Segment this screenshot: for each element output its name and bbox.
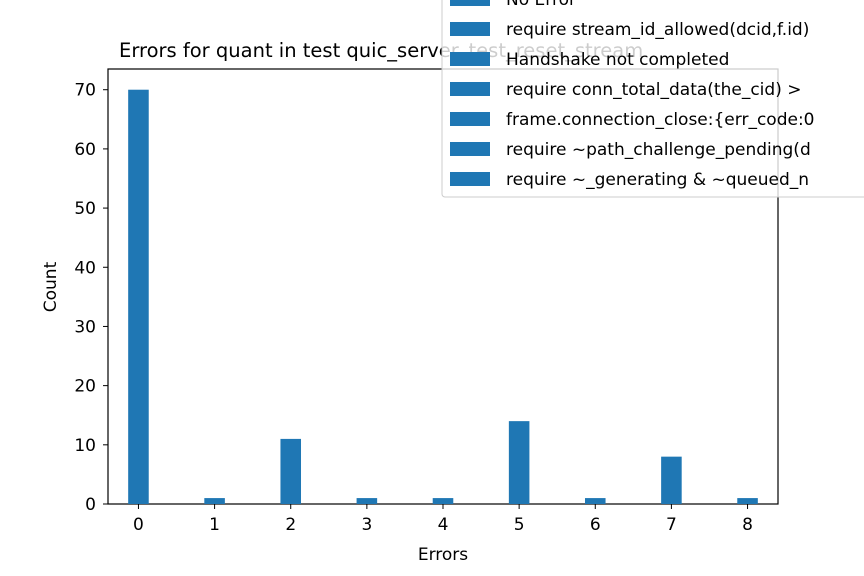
bar-6 xyxy=(584,498,606,504)
legend-swatch xyxy=(450,52,490,66)
y-tick-label: 40 xyxy=(74,258,96,278)
legend-swatch xyxy=(450,22,490,36)
legend-box xyxy=(441,0,864,198)
bar-2 xyxy=(280,438,302,504)
y-tick-label: 70 xyxy=(74,81,96,101)
legend-swatch xyxy=(450,112,490,126)
legend-entry-label: No Error xyxy=(506,0,576,10)
y-tick-label: 10 xyxy=(74,436,96,456)
x-tick-label: 2 xyxy=(285,515,296,535)
x-tick-label: 6 xyxy=(590,515,601,535)
x-tick-label: 3 xyxy=(361,515,372,535)
x-tick-label: 0 xyxy=(133,515,144,535)
legend-swatch xyxy=(450,82,490,96)
legend-swatch xyxy=(450,0,490,6)
bar-3 xyxy=(356,498,378,504)
x-tick-label: 5 xyxy=(514,515,525,535)
legend-swatch xyxy=(450,142,490,156)
legend-entry-label: require ~path_challenge_pending(d xyxy=(506,140,811,160)
x-tick-label: 1 xyxy=(209,515,220,535)
legend-entry-label: frame.connection_close:{err_code:0 xyxy=(506,110,815,130)
y-tick-label: 60 xyxy=(74,140,96,160)
x-tick-label: 4 xyxy=(438,515,449,535)
y-tick-label: 50 xyxy=(74,199,96,219)
bar-1 xyxy=(204,498,225,504)
y-tick-label: 20 xyxy=(74,377,96,397)
legend-entry-label: require stream_id_allowed(dcid,f.id) xyxy=(506,20,809,40)
bar-4 xyxy=(432,498,454,504)
x-axis-label: Errors xyxy=(418,545,468,565)
x-tick-label: 7 xyxy=(666,515,677,535)
bar-0 xyxy=(128,89,149,504)
legend-entry-label: Handshake not completed xyxy=(506,50,729,70)
y-tick-label: 0 xyxy=(85,495,96,515)
bar-5 xyxy=(508,421,530,504)
legend-entry-label: require conn_total_data(the_cid) > xyxy=(506,80,801,100)
y-tick-label: 30 xyxy=(74,317,96,337)
legend-swatch xyxy=(450,172,490,186)
x-tick-label: 8 xyxy=(742,515,753,535)
legend: No Error require stream_id_allowed(dcid,f… xyxy=(441,0,864,198)
bar-7 xyxy=(661,456,682,504)
y-axis-label: Count xyxy=(41,261,61,312)
bar-8 xyxy=(737,498,758,504)
legend-entry-label: require ~_generating & ~queued_n xyxy=(506,170,809,190)
